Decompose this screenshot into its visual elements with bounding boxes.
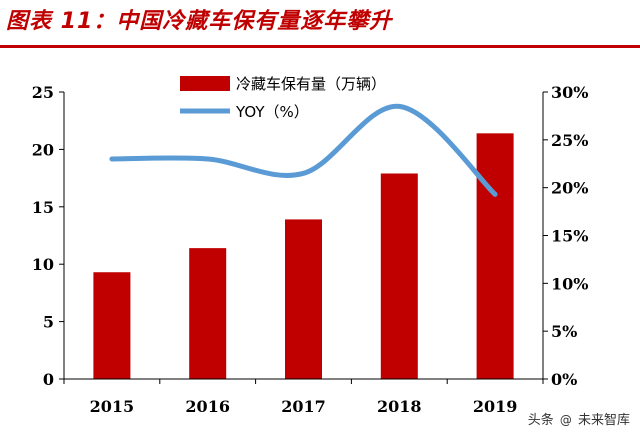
title-rule <box>0 45 640 48</box>
y-right-tick-label: 25% <box>551 131 588 150</box>
bar <box>189 248 227 379</box>
figure-title: 图表 11：中国冷藏车保有量逐年攀升 <box>6 9 393 34</box>
bar <box>285 219 322 379</box>
bar <box>476 133 514 379</box>
y-right-tick-label: 20% <box>551 179 588 198</box>
watermark-prefix: 头条 <box>527 413 554 428</box>
watermark: 头条 @ 未来智库 <box>525 409 632 428</box>
y-right-tick-label: 5% <box>551 322 577 341</box>
bar <box>380 173 418 379</box>
y-left-tick-label: 15 <box>32 198 54 217</box>
legend-bar-swatch <box>180 76 230 91</box>
at-icon: @ <box>559 413 572 427</box>
x-tick-label: 2015 <box>90 397 135 416</box>
x-tick-label: 2018 <box>377 397 422 416</box>
yoy-line <box>109 103 498 197</box>
y-left-tick-label: 25 <box>32 83 54 102</box>
y-right-tick-label: 30% <box>551 83 588 102</box>
y-right-tick-label: 10% <box>551 274 588 293</box>
y-right-tick-label: 15% <box>551 227 588 246</box>
watermark-name: 未来智库 <box>577 413 630 428</box>
legend-bar-label: 冷藏车保有量（万辆） <box>236 75 386 93</box>
y-left-tick-label: 5 <box>43 313 54 332</box>
y-left-tick-label: 20 <box>32 140 54 159</box>
y-left-tick-label: 10 <box>32 255 54 274</box>
bar <box>93 272 131 379</box>
x-tick-label: 2017 <box>281 397 326 416</box>
x-tick-label: 2019 <box>473 397 518 416</box>
y-left-tick-label: 0 <box>43 370 54 389</box>
legend-line-label: YOY（%） <box>235 103 309 121</box>
x-tick-label: 2016 <box>185 397 230 416</box>
y-right-tick-label: 0% <box>551 370 577 389</box>
